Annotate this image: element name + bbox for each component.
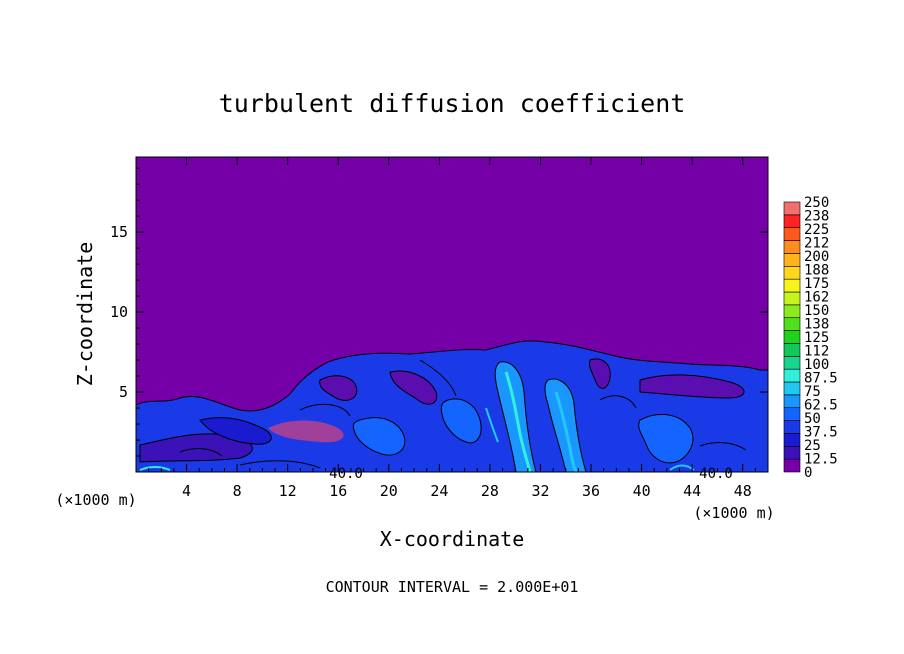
x-tick-label: 44 xyxy=(683,482,701,500)
y-axis-label: Z-coordinate xyxy=(73,242,97,387)
colorbar-label: 225 xyxy=(804,222,829,238)
low-filament-3 xyxy=(639,374,745,399)
colorbar-label: 138 xyxy=(804,317,829,333)
colorbar-label: 100 xyxy=(804,357,829,373)
colorbar-label: 75 xyxy=(804,384,821,400)
contour-interval: CONTOUR INTERVAL = 2.000E+01 xyxy=(326,578,579,596)
contour-line-1 xyxy=(299,359,637,417)
chart-title: turbulent diffusion coefficient xyxy=(219,89,686,118)
colorbar-swatch xyxy=(783,240,801,254)
colorbar-swatch xyxy=(783,304,801,319)
colorbar-label: 62.5 xyxy=(804,398,838,414)
colorbar-label: 150 xyxy=(804,303,829,319)
low-filament-1 xyxy=(319,375,358,401)
x-tick-label: 32 xyxy=(531,482,549,500)
x-axis-ticks: 4 8 12 16 20 24 28 32 36 40 44 48 xyxy=(148,157,756,500)
x-tick-label: 20 xyxy=(380,482,398,500)
colorbar: 012.52537.55062.57587.510011212513815016… xyxy=(783,195,838,481)
low-filament-2 xyxy=(389,370,438,405)
colorbar-swatch xyxy=(783,214,801,229)
colorbar-swatch xyxy=(783,227,801,241)
colorbar-label: 125 xyxy=(804,330,829,346)
colorbar-swatch xyxy=(783,458,801,473)
colorbar-swatch xyxy=(783,368,801,383)
x-unit-left: (×1000 m) xyxy=(55,491,136,509)
x-tick-label: 16 xyxy=(329,482,347,500)
x-tick-label: 12 xyxy=(279,482,297,500)
colorbar-swatch xyxy=(783,343,801,357)
colorbar-swatch xyxy=(783,330,801,344)
colorbar-label: 50 xyxy=(804,411,821,427)
left-streak-1 xyxy=(139,433,253,463)
high-filament-4 xyxy=(139,466,171,471)
colorbar-label: 175 xyxy=(804,276,829,292)
x-tick-label: 28 xyxy=(481,482,499,500)
y-tick-label: 15 xyxy=(110,223,128,241)
core-3 xyxy=(638,413,694,464)
high-filament-1 xyxy=(504,371,532,472)
y-tick-label: 10 xyxy=(110,303,128,321)
contour-line-2 xyxy=(179,442,747,469)
colorbar-label: 162 xyxy=(804,290,829,306)
colorbar-swatch xyxy=(783,317,801,331)
low-filament-4 xyxy=(589,358,611,389)
colorbar-swatch xyxy=(783,445,801,460)
x-tick-label: 8 xyxy=(233,482,242,500)
colorbar-label: 87.5 xyxy=(804,371,838,387)
y-tick-label: 5 xyxy=(119,383,128,401)
high-filament-2 xyxy=(554,391,578,472)
colorbar-label: 112 xyxy=(804,344,829,360)
core-4 xyxy=(440,398,482,444)
colorbar-swatch xyxy=(783,420,801,434)
colorbar-swatch xyxy=(783,407,801,421)
colorbar-swatch xyxy=(783,394,801,409)
colorbar-label: 25 xyxy=(804,438,821,454)
x-tick-label: 24 xyxy=(430,482,448,500)
high-filament-3 xyxy=(485,407,499,443)
y-axis-ticks: 5 10 15 xyxy=(110,167,768,457)
colorbar-label: 12.5 xyxy=(804,452,838,468)
colorbar-swatch xyxy=(783,265,801,280)
colorbar-swatch xyxy=(783,433,801,447)
colorbar-swatch xyxy=(783,381,801,396)
colorbar-label: 0 xyxy=(804,465,812,481)
contour-label-1: 40.0 xyxy=(329,466,363,482)
colorbar-label: 37.5 xyxy=(804,425,838,441)
core-5 xyxy=(352,417,406,456)
pink-streak xyxy=(268,420,344,443)
colorbar-label: 200 xyxy=(804,249,829,265)
colorbar-swatch xyxy=(783,201,801,216)
colorbar-label: 188 xyxy=(804,263,829,279)
x-tick-label: 4 xyxy=(182,482,191,500)
x-tick-label: 48 xyxy=(734,482,752,500)
colorbar-swatch xyxy=(783,355,801,370)
colorbar-swatch xyxy=(783,253,801,267)
colorbar-label: 250 xyxy=(804,195,829,211)
x-unit-right: (×1000 m) xyxy=(693,504,774,522)
x-tick-label: 40 xyxy=(633,482,651,500)
x-tick-label: 36 xyxy=(582,482,600,500)
colorbar-label: 238 xyxy=(804,209,829,225)
colorbar-label: 212 xyxy=(804,236,829,252)
colorbar-swatch xyxy=(783,278,801,293)
x-axis-label: X-coordinate xyxy=(380,527,525,551)
contour-label-2: 40.0 xyxy=(699,466,733,482)
left-streak-2 xyxy=(199,417,272,445)
colorbar-swatch xyxy=(783,291,801,306)
